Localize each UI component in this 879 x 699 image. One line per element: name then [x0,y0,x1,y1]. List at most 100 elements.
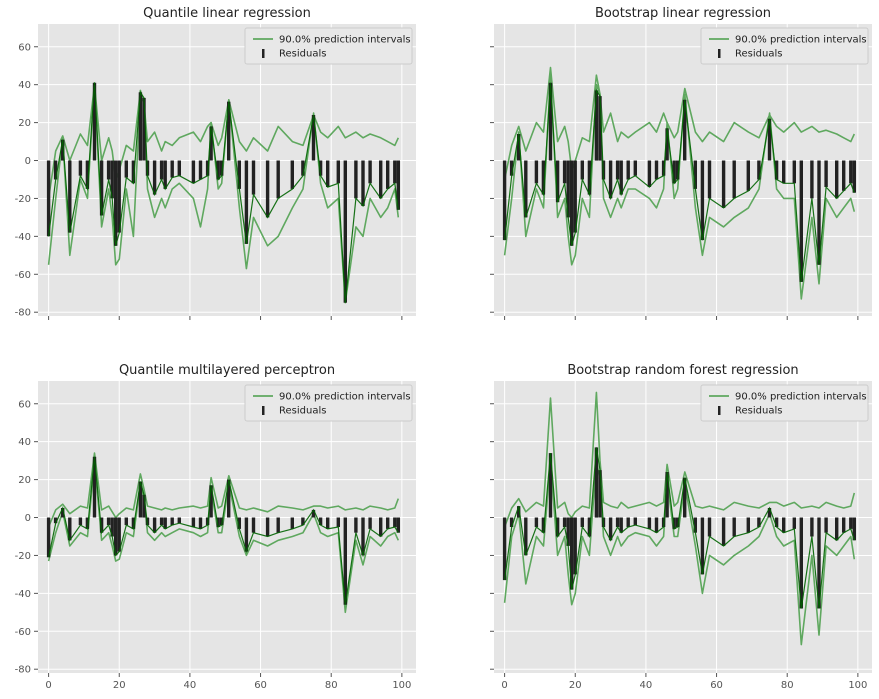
residual-bar [665,472,669,518]
legend-bar-swatch [262,49,265,58]
residual-bar [852,160,856,193]
residual-bar [502,160,507,241]
residual-bar [580,160,584,180]
residual-bar [767,508,772,518]
residual-bar [721,160,726,208]
x-tick-label: 100 [392,680,411,691]
residual-bar [587,517,592,537]
interval-series-line [47,452,400,528]
residual-bar [265,517,270,537]
residual-bar [676,160,680,180]
residual-bar [227,101,231,161]
residual-bar [615,517,620,527]
legend-entry: 90.0% prediction intervals [735,35,867,46]
residual-bar [835,160,839,199]
residual-bar [301,160,305,176]
residual-bar [852,517,856,541]
legend-box [244,27,413,65]
residual-bar [693,517,697,533]
residual-bar [683,99,687,161]
residual-bar [594,90,599,161]
residual-bar [61,139,65,161]
residual-trace-line [504,447,855,609]
residual-bar [700,517,705,575]
residual-bar [396,517,400,533]
residual-bar [534,517,539,527]
y-tick-label: -80 [15,308,31,319]
y-tick-label: -60 [15,270,31,281]
residual-bar [138,481,143,518]
interval-series-line [503,74,856,300]
residual-bar [106,517,111,526]
residual-bar [824,517,828,533]
residual-bar [68,517,72,541]
residual-bar [110,160,114,199]
residual-bar [732,160,736,199]
residual-bar [379,517,383,537]
residual-bar [615,160,620,180]
residual-bar [191,160,196,184]
residual-bar [131,517,136,529]
residual-bar [227,479,231,518]
residual-bar [85,160,90,189]
residual-bar [746,160,750,191]
residual-bar [301,517,305,526]
residual-bar [757,517,761,527]
residual-bar [163,160,167,189]
residual-bar [216,160,220,180]
residual-bar [676,517,680,527]
legend-bar-swatch [718,49,721,58]
panel-quantile-linear-regression: -80 -60 -40 -20 0 20 40 60 Quantile linear regre… [15,6,416,320]
residual-bar [198,517,203,529]
residual-bar [683,477,687,518]
residual-bar [548,82,553,161]
residual-bar [209,126,213,161]
residual-bar [555,517,560,537]
residual-bar [817,160,821,265]
residual-bar [138,92,143,161]
residual-bar [142,494,146,518]
residual-bar [810,517,814,537]
x-tick-label: 0 [45,680,51,691]
residual-bar [220,160,224,176]
residual-bar [343,160,347,303]
residual-bar [106,160,111,180]
residual-bar [114,160,118,246]
panel-bootstrap-linear-regression: Bootstrap linear regression 90.0% predict… [490,6,872,320]
residual-bar [555,160,560,203]
residual-bar [509,517,514,527]
legend-bar-swatch [262,406,265,415]
legend-entry: 90.0% prediction intervals [279,392,411,403]
residual-bar [566,160,570,218]
residual-bar [799,160,803,282]
residual-bar [368,517,372,529]
residual-bar [548,453,553,518]
residual-bar [163,517,167,529]
residual-bar [326,517,330,529]
legend-box [700,384,869,422]
plot-area [494,381,872,673]
panel-quantile-multilayered-perceptron: -80 -60 -40 -20 0 20 40 60 0 20 40 60 80 100 Quantile … [15,363,416,691]
x-tick-label: 80 [781,680,794,691]
residual-bar [647,160,652,187]
residual-bar [732,517,736,537]
residual-bar [311,115,316,161]
legend-entry: Residuals [279,49,326,60]
panel-title: Bootstrap linear regression [595,6,771,21]
residual-bar [159,517,164,526]
residual-bar [131,160,136,184]
y-tick-label: 40 [18,80,31,91]
residual-bar [517,134,521,161]
residual-bar [654,160,659,180]
residual-bar [318,160,323,176]
residual-bar [573,517,577,575]
residual-bar [746,517,750,533]
residual-bar [517,506,521,518]
residual-bar [68,160,72,233]
residual-bar [152,160,157,195]
residual-bar [707,517,712,537]
residual-bar [566,517,570,546]
legend-entry: Residuals [735,406,782,417]
residual-bar [792,160,796,184]
residual-bar [53,160,58,180]
